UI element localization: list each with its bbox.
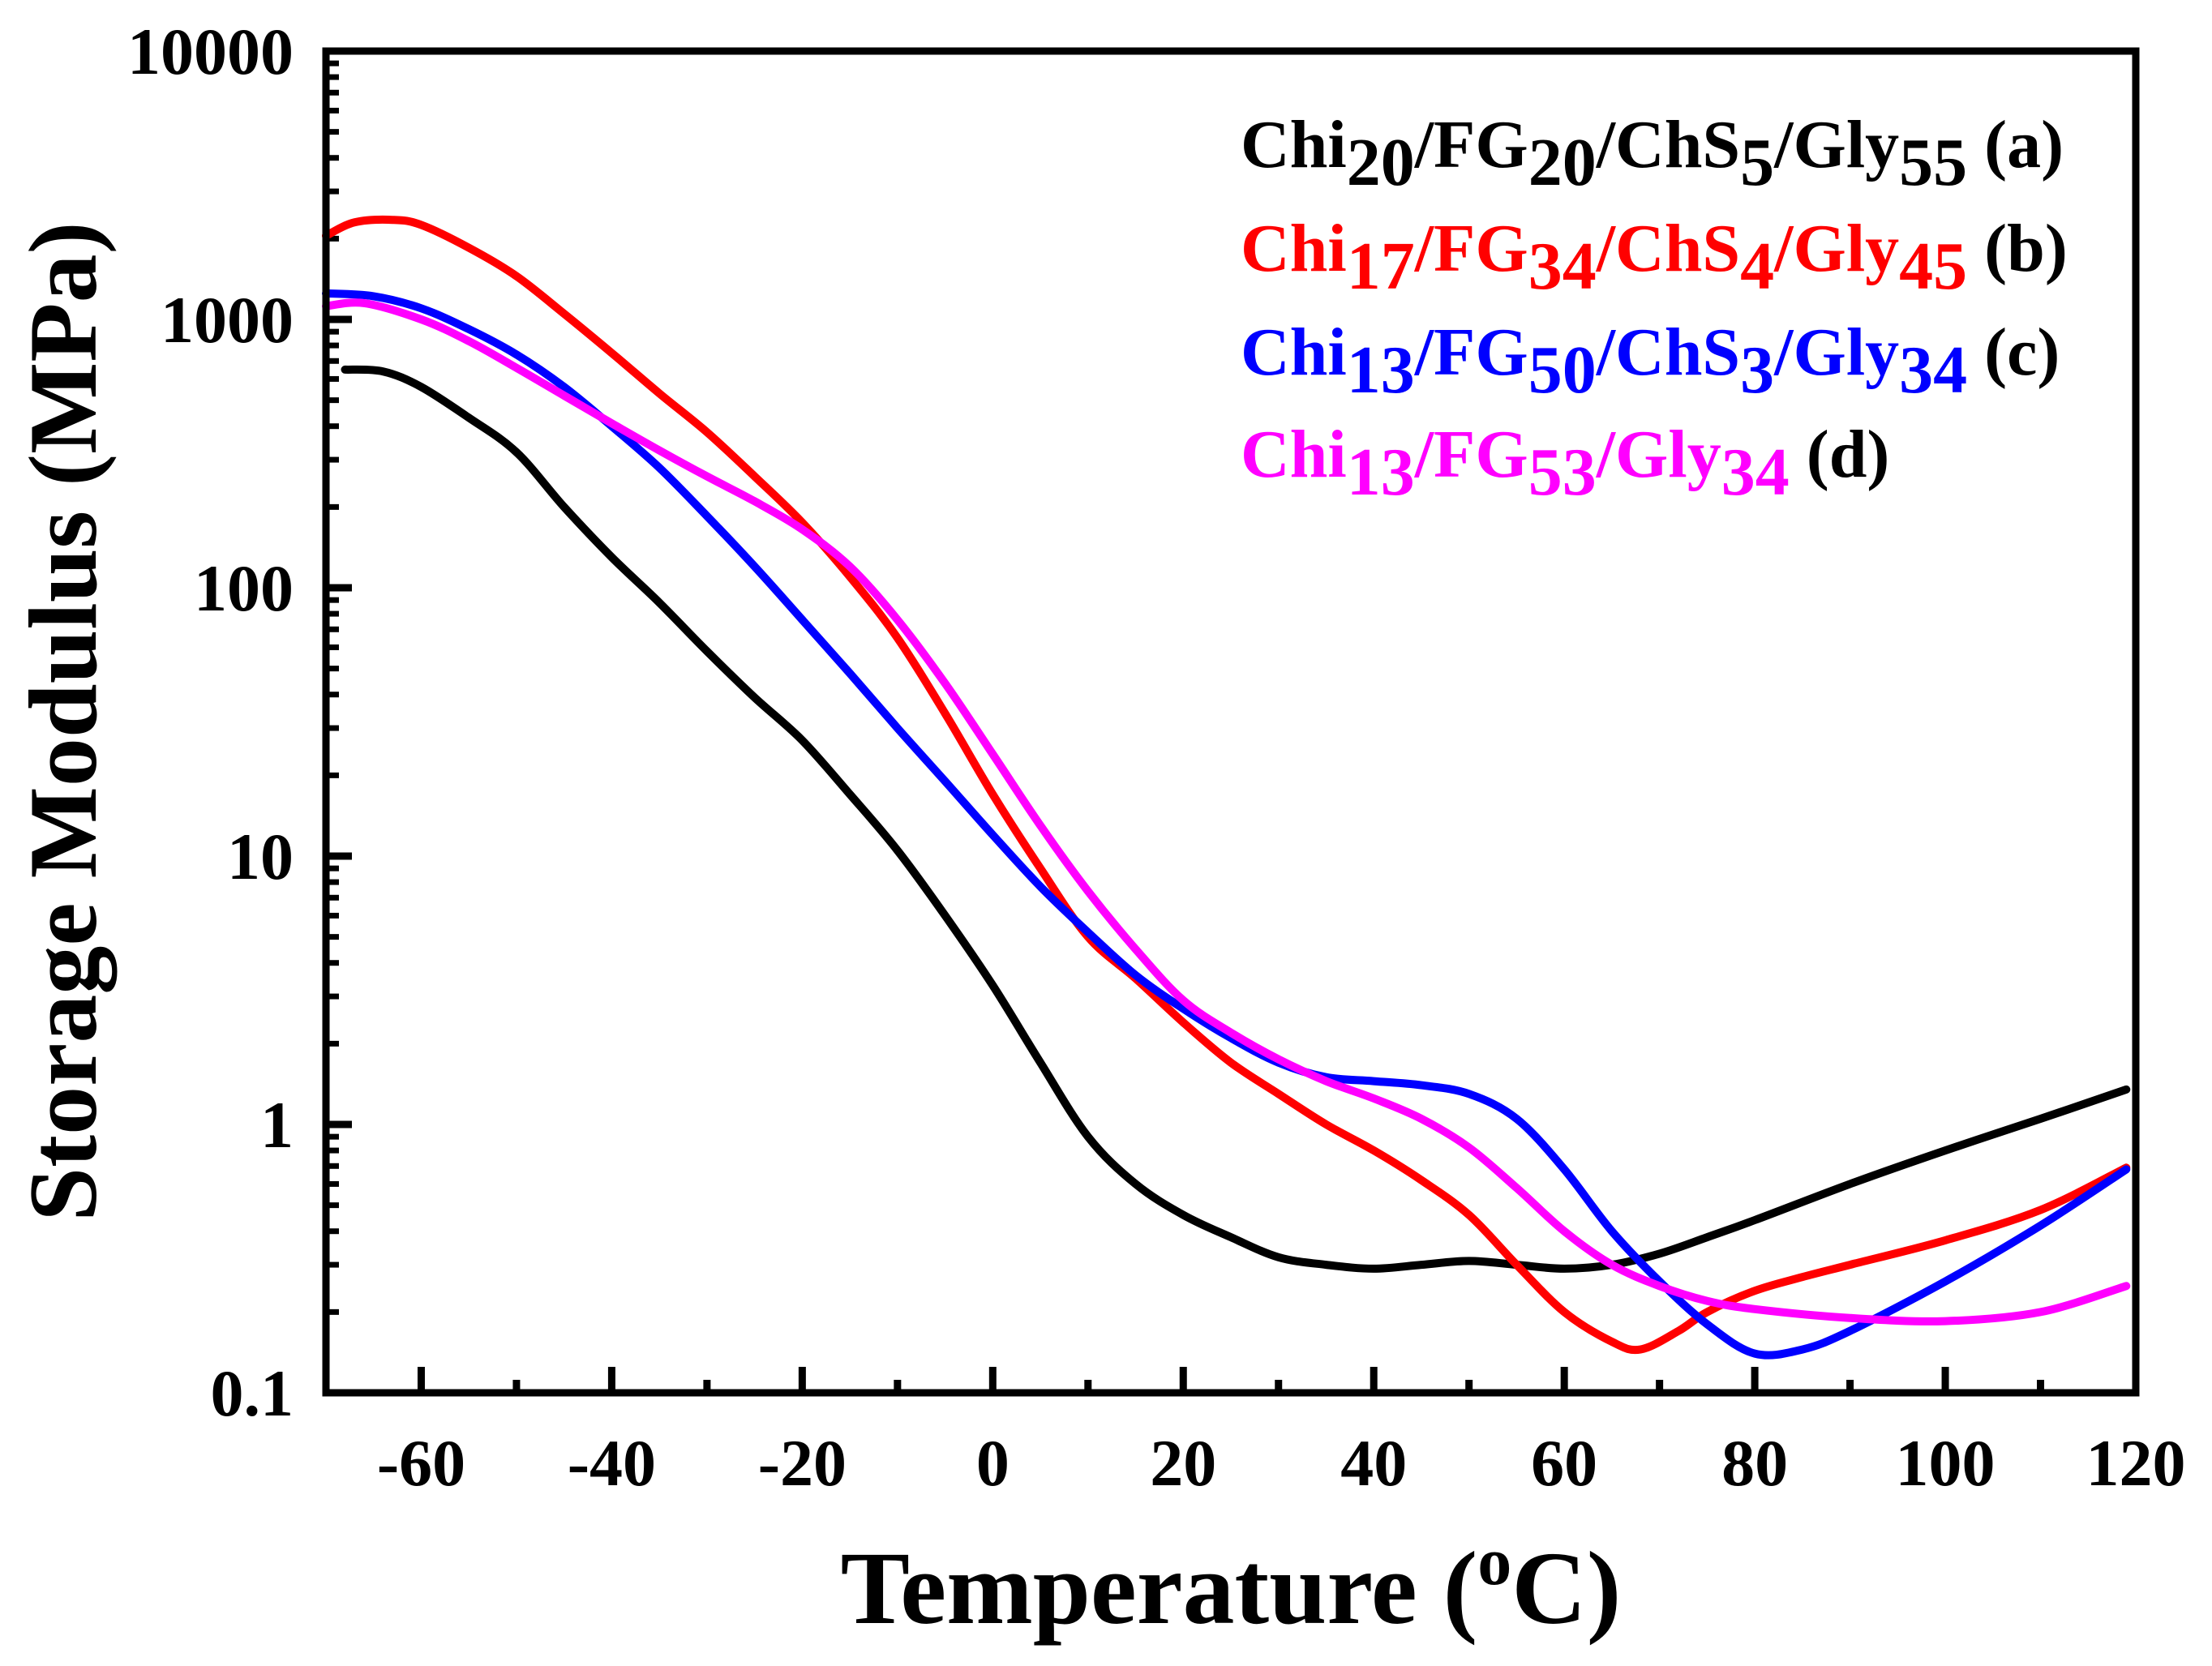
series-line-b	[322, 215, 2131, 1355]
x-tick-label: 60	[1531, 1426, 1597, 1500]
x-axis-title: Temperature (oC)	[841, 1524, 1622, 1646]
x-tick-label: -40	[568, 1426, 656, 1500]
y-tick-label: 10	[227, 820, 294, 893]
x-tick-label: 0	[976, 1426, 1010, 1500]
series-lines	[322, 215, 2131, 1360]
x-tick-label: -20	[758, 1426, 847, 1500]
x-tick-label: 80	[1721, 1426, 1788, 1500]
legend: Chi20/FG20/ChS5/Gly55 (a) Chi17/FG34/ChS4…	[1241, 107, 2068, 510]
y-tick-labels: 0.1 1 10 100 1000 10000	[127, 15, 294, 1430]
legend-entry-c: Chi13/FG50/ChS3/Gly34 (c)	[1241, 315, 2060, 408]
x-tick-label: 100	[1896, 1426, 1996, 1500]
x-tick-label: -60	[377, 1426, 465, 1500]
legend-entry-d: Chi13/FG53/Gly34 (d)	[1241, 417, 1889, 510]
legend-entry-b: Chi17/FG34/ChS4/Gly45 (b)	[1241, 211, 2068, 304]
series-line-c	[322, 289, 2131, 1360]
x-tick-labels: -60 -40 -20 0 20 40 60 80 100 120	[377, 1426, 2186, 1500]
legend-entry-a: Chi20/FG20/ChS5/Gly55 (a)	[1241, 107, 2064, 200]
y-tick-label: 10000	[127, 15, 294, 88]
y-tick-label: 1	[260, 1088, 294, 1162]
x-axis-title-main: Temperature (	[841, 1531, 1478, 1646]
y-tick-label: 1000	[161, 283, 294, 357]
x-tick-label: 20	[1150, 1426, 1216, 1500]
x-tick-label: 40	[1340, 1426, 1407, 1500]
y-tick-label: 100	[194, 551, 294, 625]
series-line-d	[322, 298, 2131, 1326]
series-line-a	[341, 365, 2131, 1273]
x-axis-title-sup: o	[1477, 1524, 1511, 1600]
y-tick-label: 0.1	[211, 1356, 294, 1430]
x-axis-title-tail: C)	[1511, 1531, 1621, 1646]
y-axis-title: Storage Modulus (MPa)	[9, 221, 118, 1221]
plot-frame	[322, 47, 2140, 1397]
x-tick-label: 120	[2086, 1426, 2186, 1500]
